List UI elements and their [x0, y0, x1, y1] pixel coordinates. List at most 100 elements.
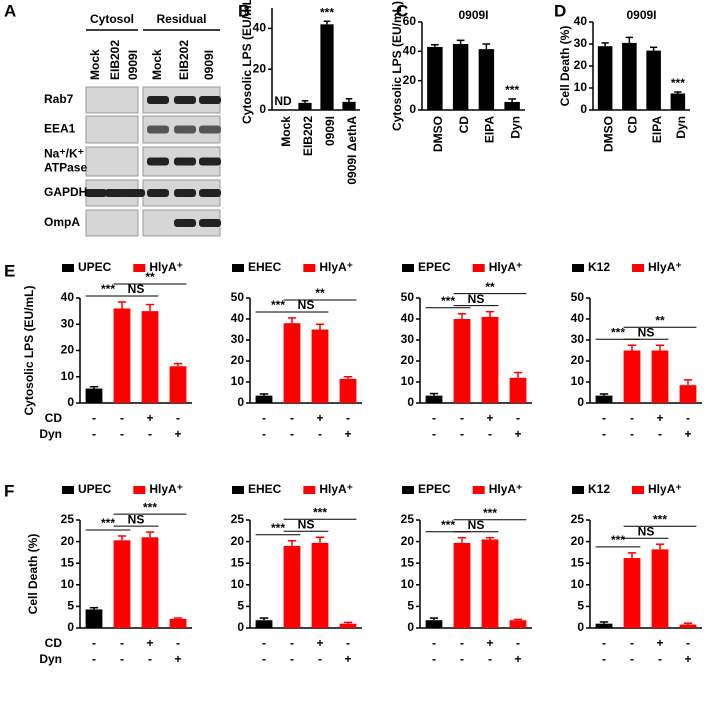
legend-label: EPEC — [418, 260, 451, 274]
treatment-mark: + — [344, 427, 351, 441]
y-axis-label: Cytosolic LPS (EU/mL) — [390, 1, 404, 131]
y-tick-label: 10 — [574, 80, 588, 94]
bar — [651, 549, 669, 628]
treatment-mark: + — [684, 427, 691, 441]
x-tick-label: DMSO — [601, 116, 615, 152]
treatment-mark: - — [148, 652, 152, 666]
treatment-mark: - — [432, 427, 436, 441]
bracket-label: *** — [483, 506, 497, 520]
legend-swatch — [632, 486, 645, 494]
y-tick-label: 0 — [409, 102, 416, 116]
bar — [425, 395, 443, 403]
y-tick-label: 40 — [571, 311, 585, 325]
y-tick-label: 20 — [231, 534, 245, 548]
treatment-mark: + — [174, 427, 181, 441]
legend-swatch — [472, 486, 485, 494]
y-axis-label: Cytosolic LPS (EU/mL) — [22, 285, 36, 415]
legend-swatch — [402, 486, 414, 494]
band — [105, 189, 127, 197]
treatment-mark: + — [514, 427, 521, 441]
bar — [509, 377, 527, 403]
y-tick-label: 5 — [407, 599, 414, 613]
band — [123, 189, 145, 197]
row-label: ATPase — [44, 161, 87, 175]
y-tick-label: 60 — [403, 14, 417, 28]
bar — [623, 558, 641, 628]
treatment-mark: - — [630, 636, 634, 650]
bar — [453, 542, 471, 628]
y-tick-label: 25 — [61, 512, 75, 526]
bar — [283, 545, 301, 628]
bracket-label: NS — [128, 282, 145, 296]
treatment-mark: + — [656, 411, 663, 425]
treatment-mark: - — [120, 636, 124, 650]
treatment-mark: - — [318, 652, 322, 666]
y-axis-label: Cell Death (%) — [558, 26, 572, 107]
bracket-label: NS — [638, 524, 655, 538]
treatment-mark: + — [316, 636, 323, 650]
legend-swatch — [572, 486, 584, 494]
bar — [646, 50, 661, 110]
legend-label: UPEC — [78, 482, 112, 496]
bar — [595, 395, 613, 403]
band — [199, 96, 221, 104]
treatment-mark: - — [92, 411, 96, 425]
x-tick-label: EIPA — [483, 116, 497, 143]
treatment-mark: - — [602, 652, 606, 666]
treatment-mark: - — [516, 636, 520, 650]
bar — [425, 620, 443, 628]
y-tick-label: 10 — [401, 577, 415, 591]
significance: *** — [505, 83, 519, 97]
treatment-mark: - — [658, 652, 662, 666]
y-tick-label: 0 — [67, 620, 74, 634]
treatment-mark: - — [176, 411, 180, 425]
bracket-label: NS — [468, 518, 485, 532]
treatment-name: Dyn — [39, 652, 62, 666]
row-label: OmpA — [44, 215, 80, 229]
x-tick-label: EIPA — [650, 116, 664, 143]
treatment-name: CD — [45, 636, 63, 650]
bar — [478, 49, 495, 110]
treatment-mark: - — [92, 636, 96, 650]
bar — [283, 323, 301, 403]
y-tick-label: 40 — [61, 290, 75, 304]
panel-letter: F — [4, 481, 14, 500]
treatment-mark: - — [460, 427, 464, 441]
legend-label: HlyA⁺ — [489, 260, 523, 274]
band — [85, 189, 107, 197]
y-tick-label: 0 — [407, 620, 414, 634]
bracket-label: ** — [145, 270, 155, 284]
y-tick-label: 40 — [574, 14, 588, 28]
band — [174, 219, 196, 227]
band — [174, 125, 196, 134]
lane-label: EIB202 — [108, 40, 122, 80]
legend-swatch — [472, 264, 485, 272]
treatment-mark: - — [602, 411, 606, 425]
treatment-mark: - — [658, 427, 662, 441]
treatment-mark: - — [488, 652, 492, 666]
treatment-mark: + — [146, 411, 153, 425]
y-tick-label: 0 — [237, 395, 244, 409]
panel-letter: A — [4, 1, 16, 20]
bar — [320, 24, 334, 110]
treatment-mark: - — [432, 652, 436, 666]
bar — [339, 378, 357, 403]
y-tick-label: 20 — [403, 73, 417, 87]
legend-swatch — [133, 264, 146, 272]
bracket-label: *** — [441, 518, 455, 532]
x-tick-label: Dyn — [674, 116, 688, 139]
panel-letter: E — [4, 261, 15, 280]
treatment-mark: - — [290, 636, 294, 650]
x-tick-label: EIB202 — [301, 116, 315, 156]
treatment-mark: + — [514, 652, 521, 666]
bracket-label: *** — [143, 500, 157, 514]
legend-swatch — [303, 486, 316, 494]
legend-label: EPEC — [418, 482, 451, 496]
y-tick-label: 10 — [571, 577, 585, 591]
bracket-label: *** — [611, 325, 625, 339]
x-tick-label: DMSO — [431, 116, 445, 152]
blot-box — [85, 146, 139, 177]
legend-label: UPEC — [78, 260, 112, 274]
bar — [85, 609, 103, 628]
